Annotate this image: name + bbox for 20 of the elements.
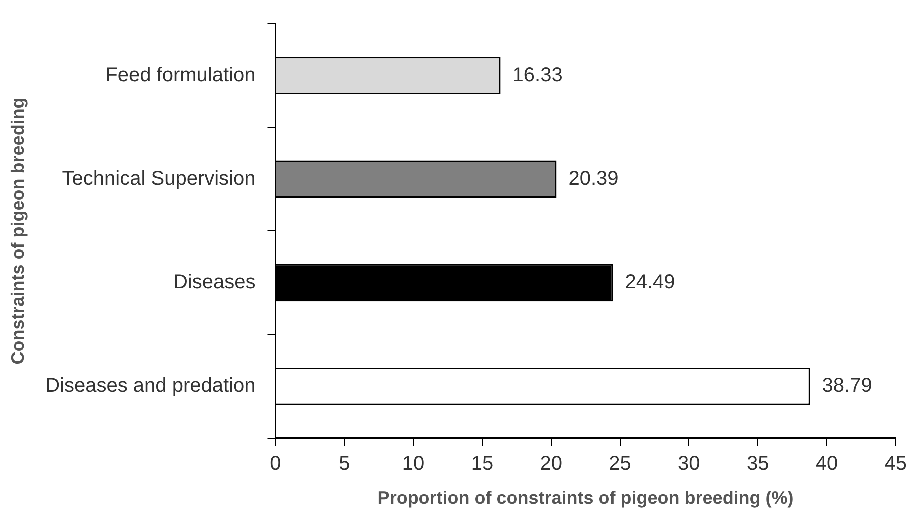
y-axis-title: Constraints of pigeon breeding bbox=[8, 98, 28, 365]
y-tick-label: Technical Supervision bbox=[62, 168, 256, 190]
data-label: 38.79 bbox=[822, 375, 872, 398]
x-tick-label: 20 bbox=[540, 452, 562, 475]
data-label: 16.33 bbox=[512, 64, 563, 86]
x-tick-label: 0 bbox=[270, 452, 282, 475]
y-tick-label: Diseases bbox=[173, 272, 256, 294]
x-tick-label: 45 bbox=[884, 452, 907, 475]
x-tick-label: 5 bbox=[339, 452, 350, 475]
x-tick-label: 10 bbox=[402, 452, 425, 475]
x-tick-label: 40 bbox=[816, 452, 838, 475]
y-tick-label: Feed formulation bbox=[106, 64, 256, 86]
data-label: 20.39 bbox=[568, 168, 619, 190]
x-axis-title: Proportion of constraints of pigeon breeding (%) bbox=[378, 488, 794, 508]
y-tick-label: Diseases and predation bbox=[46, 375, 256, 398]
x-tick-label: 30 bbox=[678, 452, 700, 475]
x-tick-label: 35 bbox=[746, 452, 770, 475]
x-tick-label: 15 bbox=[471, 452, 494, 475]
x-tick-label: 25 bbox=[609, 452, 632, 475]
data-label: 24.49 bbox=[625, 272, 676, 294]
